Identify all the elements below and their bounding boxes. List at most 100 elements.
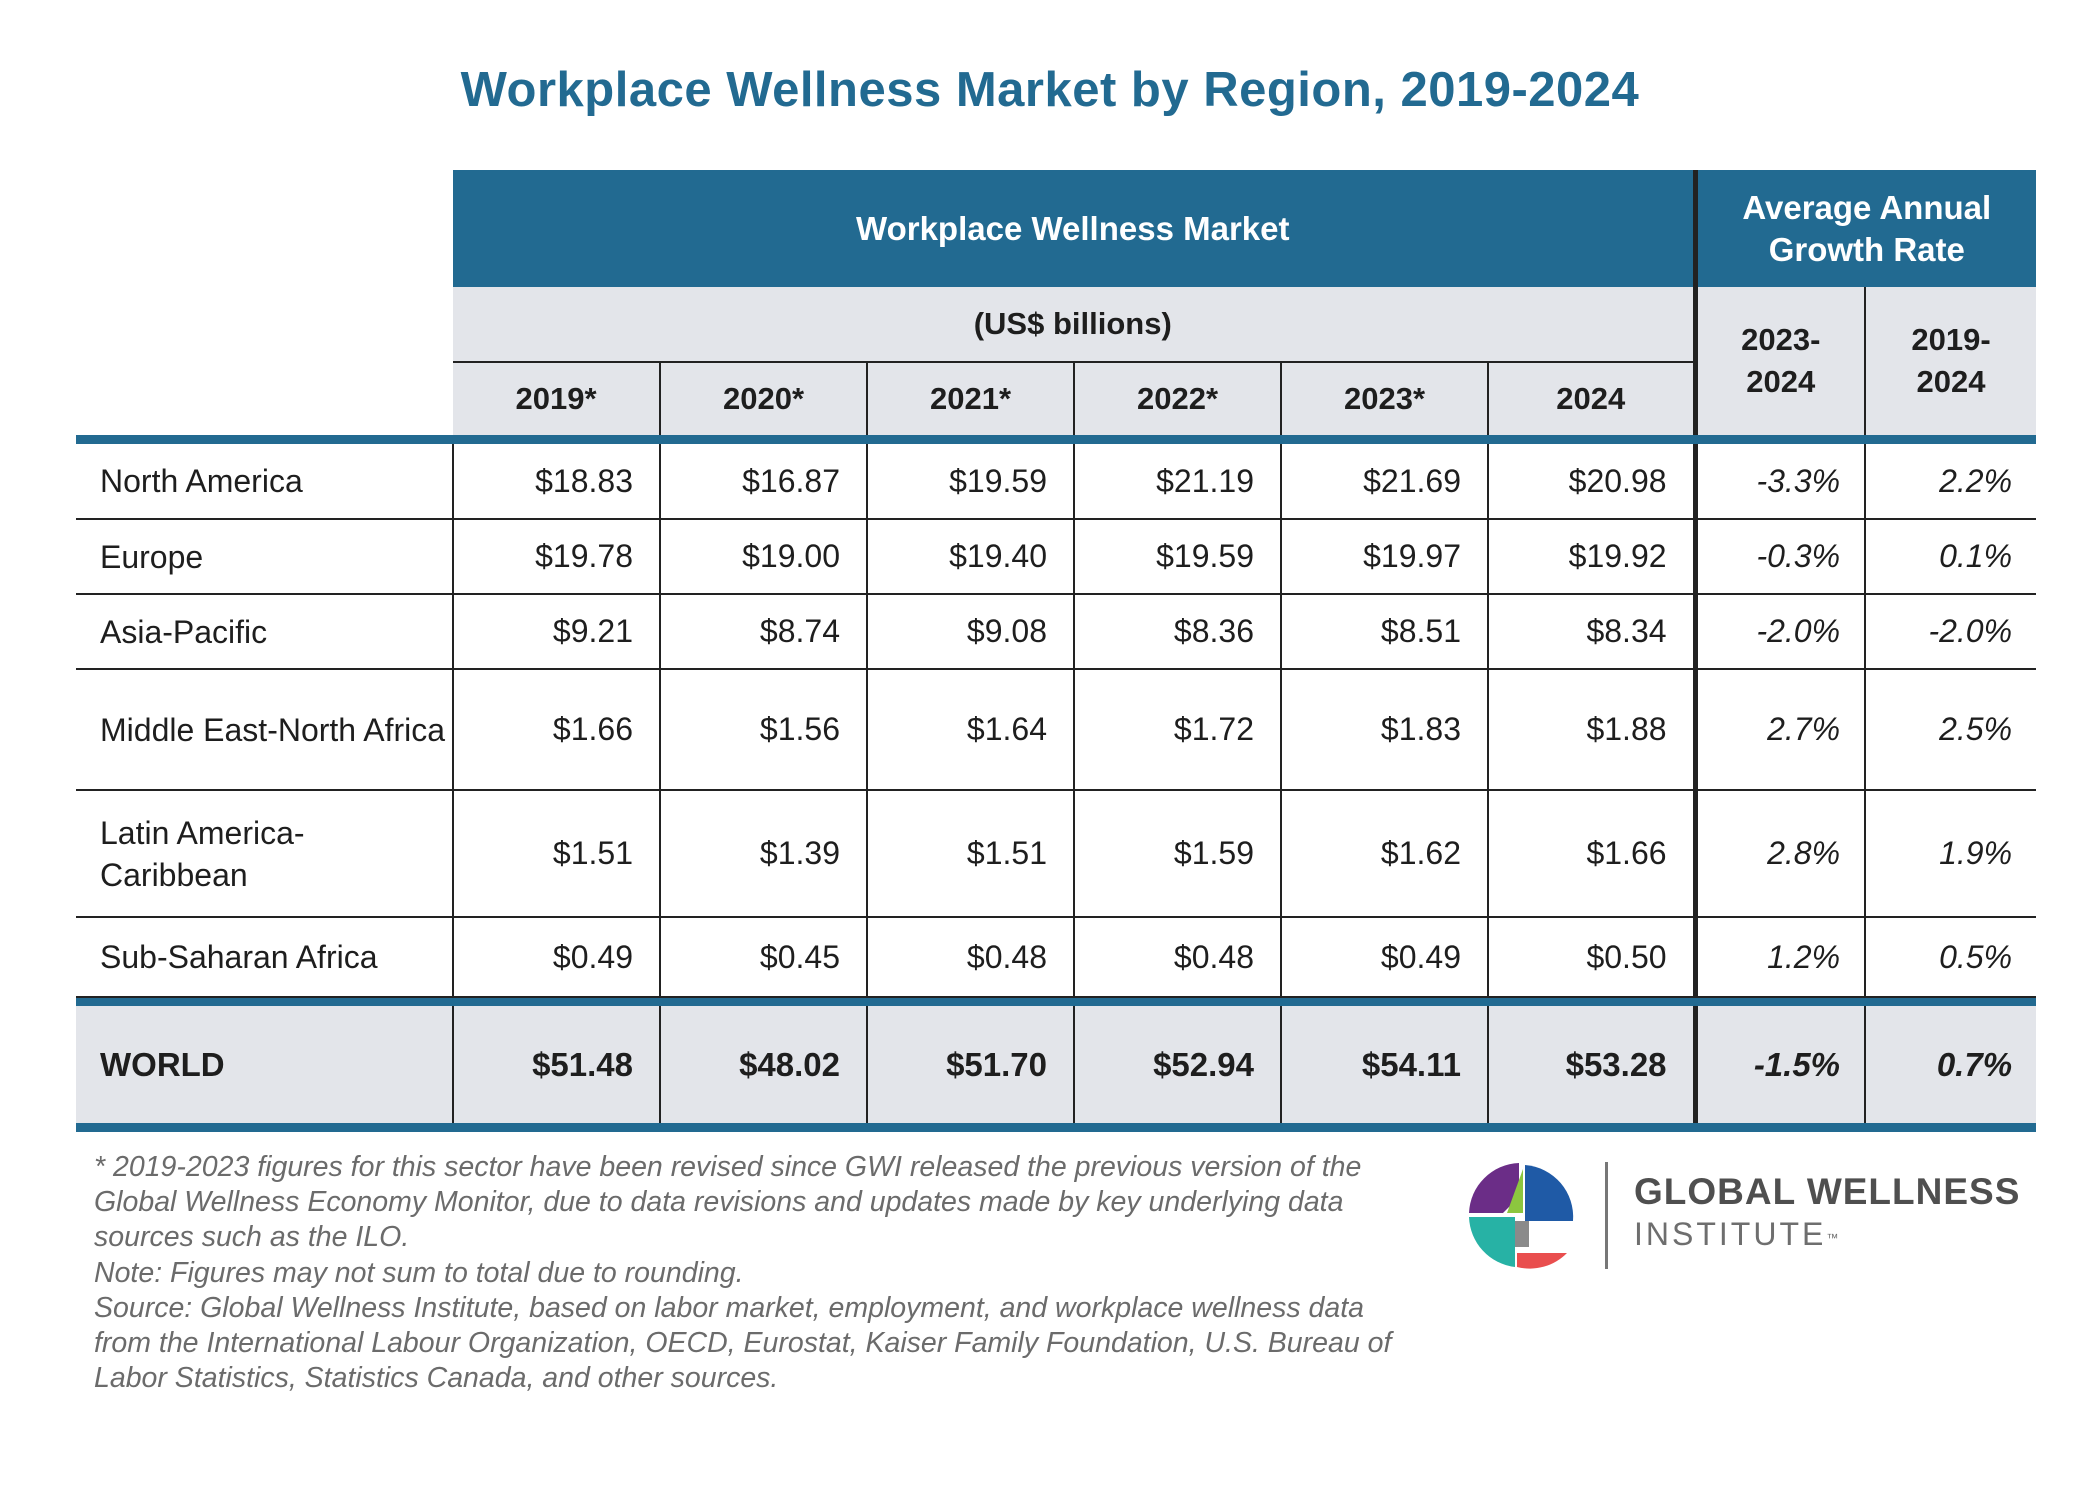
region-label: Middle East-North Africa [76,669,453,791]
market-value: $20.98 [1486,444,1696,520]
market-value: $19.97 [1280,519,1488,595]
market-value: $0.48 [866,917,1074,998]
market-value: $1.59 [1073,790,1281,918]
growth-rate: 1.9% [1864,790,2037,918]
market-value: $1.66 [1486,790,1696,918]
table-row: Latin America-Caribbean $1.51 $1.39 $1.51 $1… [76,790,2037,918]
world-value: $51.48 [452,1006,660,1123]
logo-quadrant-teal [1469,1217,1515,1267]
market-value: $18.83 [452,444,660,520]
growth-col-header: 2019-2024 [1864,287,2037,435]
market-value: $19.59 [866,444,1074,520]
market-value: $8.74 [659,594,867,670]
growth-col-header: 2023-2024 [1692,287,1866,435]
footnotes: * 2019-2023 figures for this sector have… [94,1150,1394,1396]
year-header: 2021* [866,361,1074,435]
market-value: $0.50 [1486,917,1696,998]
logo-divider [1605,1162,1608,1269]
world-divider-band [76,997,2037,1006]
logo-line2: INSTITUTE™ [1634,1214,2020,1254]
growth-rate: 2.7% [1692,669,1866,791]
world-growth: -1.5% [1692,1006,1866,1123]
world-value: $52.94 [1073,1006,1281,1123]
world-row: WORLD $51.48 $48.02 $51.70 $52.94 $54.11… [76,1006,2037,1123]
header-divider-band [76,435,2037,444]
market-value: $1.64 [866,669,1074,791]
growth-rate: -2.0% [1692,594,1866,670]
logo-line2-text: INSTITUTE [1634,1216,1827,1252]
market-value: $19.92 [1486,519,1696,595]
revision-note: * 2019-2023 figures for this sector have… [94,1151,1362,1254]
logo-quadrant-red [1517,1253,1567,1269]
table-row: Middle East-North Africa $1.66 $1.56 $1.64 $… [76,669,2037,791]
growth-rate: -0.3% [1692,519,1866,595]
market-value: $19.59 [1073,519,1281,595]
region-label: North America [76,444,453,520]
market-value: $1.51 [452,790,660,918]
world-value: $48.02 [659,1006,867,1123]
market-value: $8.51 [1280,594,1488,670]
year-header: 2023* [1280,361,1488,435]
year-header: 2024 [1486,361,1696,435]
growth-rate: 0.5% [1864,917,2037,998]
world-value: $54.11 [1280,1006,1488,1123]
growth-rate: -2.0% [1864,594,2037,670]
market-header: Workplace Wellness Market [453,170,1696,287]
market-value: $9.21 [452,594,660,670]
growth-rate: 0.1% [1864,519,2037,595]
growth-rate: -3.3% [1692,444,1866,520]
logo-quadrant-purple [1469,1163,1519,1213]
year-header: 2019* [453,361,660,435]
market-value: $0.49 [452,917,660,998]
market-value: $9.08 [866,594,1074,670]
market-value: $1.39 [659,790,867,918]
region-label: Europe [76,519,453,595]
gwi-logo [1469,1163,1574,1269]
growth-rate: 2.5% [1864,669,2037,791]
market-value: $1.88 [1486,669,1696,791]
growth-rate: 2.2% [1864,444,2037,520]
growth-header: Average Annual Growth Rate [1692,170,2037,287]
rounding-note: Note: Figures may not sum to total due t… [94,1256,744,1289]
logo-wordmark: GLOBAL WELLNESS INSTITUTE™ [1634,1170,2020,1254]
bottom-band [76,1123,2037,1132]
logo-quadrant-blue [1525,1165,1574,1221]
market-value: $8.34 [1486,594,1696,670]
header-blank [76,287,453,362]
market-table: Workplace Wellness Market Average Annual… [76,170,2037,1132]
growth-rate: 2.8% [1692,790,1866,918]
gwi-logo-mark [1469,1163,1574,1269]
table-row: Europe $19.78 $19.00 $19.40 $19.59 $19.97 $19.… [76,519,2037,595]
logo-line1: GLOBAL WELLNESS [1634,1171,2021,1212]
unit-header: (US$ billions) [453,287,1696,362]
world-label: WORLD [76,1006,453,1123]
growth-rate: 1.2% [1692,917,1866,998]
table-row: Sub-Saharan Africa $0.49 $0.45 $0.48 $0.48 $0… [76,917,2037,998]
world-growth: 0.7% [1864,1006,2037,1123]
market-value: $1.62 [1280,790,1488,918]
chart-title: Workplace Wellness Market by Region, 201… [460,63,1640,117]
market-value: $8.36 [1073,594,1281,670]
header-blank [76,362,453,435]
market-value: $1.56 [659,669,867,791]
world-value: $53.28 [1486,1006,1696,1123]
market-value: $1.66 [452,669,660,791]
market-value: $1.51 [866,790,1074,918]
market-value: $1.83 [1280,669,1488,791]
market-value: $1.72 [1073,669,1281,791]
logo-quadrant-green [1507,1169,1523,1213]
year-header: 2022* [1073,361,1281,435]
region-label: Sub-Saharan Africa [76,917,453,998]
region-label: Asia-Pacific [76,594,453,670]
year-header: 2020* [659,361,867,435]
market-value: $0.49 [1280,917,1488,998]
market-value: $0.45 [659,917,867,998]
table-row: North America $18.83 $16.87 $19.59 $21.19 $21… [76,444,2037,520]
market-value: $19.00 [659,519,867,595]
header-blank [76,170,453,287]
source-note: Source: Global Wellness Institute, based… [94,1291,1392,1395]
market-value: $0.48 [1073,917,1281,998]
trademark-symbol: ™ [1826,1231,1839,1245]
world-value: $51.70 [866,1006,1074,1123]
region-label: Latin America-Caribbean [76,790,453,918]
